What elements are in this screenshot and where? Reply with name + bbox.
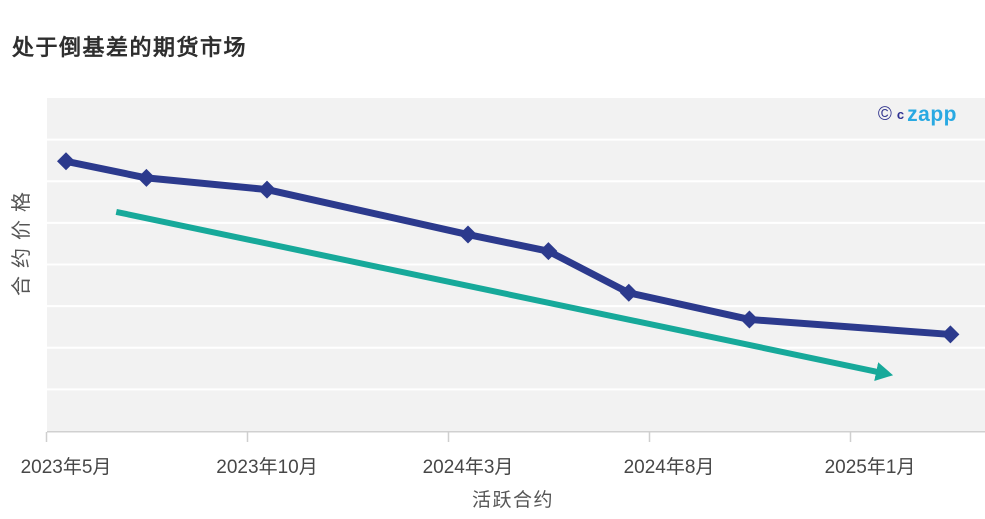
diamond-marker [619,283,638,302]
diamond-marker [740,310,759,329]
page-title: 处于倒基差的期货市场 [12,35,248,61]
diamond-marker [57,152,75,171]
x-tick-label: 2025年1月 [824,457,916,478]
futures-price-line [62,157,954,338]
diamond-marker [258,180,276,199]
diamond-marker [941,325,960,344]
x-tick-label: 2024年8月 [623,457,715,478]
x-tick-label: 2023年5月 [20,457,112,478]
y-axis-label: 合约价格 [11,184,33,296]
logo-wordmark: zapp [907,102,957,126]
diamond-marker [459,225,477,244]
trend-arrow [115,208,894,382]
diamond-marker [137,168,156,187]
logo-letter-c: c [896,106,905,122]
czapp-logo[interactable]: © c zapp [878,102,957,126]
x-tick-label: 2023年10月 [216,457,318,478]
copyright-icon: © [877,103,892,125]
x-tick-label: 2024年3月 [422,457,514,478]
x-axis-label: 活跃合约 [471,490,554,511]
diamond-marker [539,242,558,261]
